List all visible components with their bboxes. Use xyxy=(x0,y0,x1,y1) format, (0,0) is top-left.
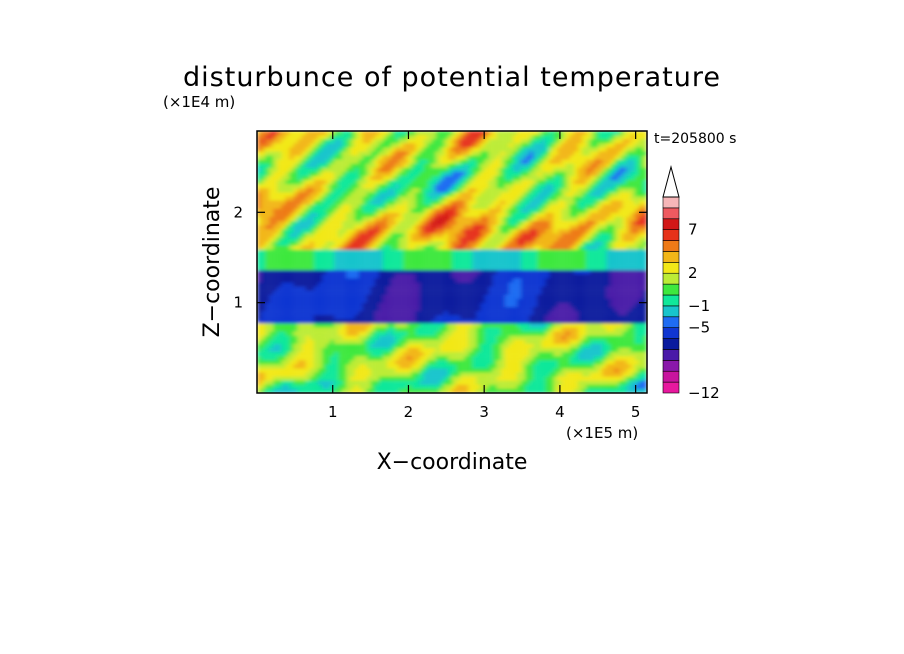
colorbar-label: −12 xyxy=(688,384,720,402)
chart-title: disturbunce of potential temperature xyxy=(183,62,721,93)
colorbar: −12−5−127 xyxy=(662,165,720,402)
colorbar-swatch xyxy=(662,283,680,296)
colorbar-label: 2 xyxy=(688,264,698,282)
x-tick-label: 2 xyxy=(404,403,414,421)
x-tick-label: 1 xyxy=(328,403,338,421)
y-tick-label: 2 xyxy=(233,203,243,221)
colorbar-swatch xyxy=(662,360,680,372)
colorbar-swatch xyxy=(662,316,680,328)
colorbar-swatch xyxy=(662,305,680,318)
colorbar-swatch xyxy=(662,370,680,383)
colorbar-label: 7 xyxy=(688,221,698,239)
colorbar-swatch xyxy=(662,218,680,230)
contour-field xyxy=(257,131,647,393)
x-tick-label: 4 xyxy=(555,403,565,421)
y-axis-unit: (×1E4 m) xyxy=(163,93,235,111)
x-axis-label: X−coordinate xyxy=(377,450,528,475)
colorbar-swatch xyxy=(662,349,680,361)
colorbar-swatch xyxy=(662,240,680,252)
y-axis-label: Z−coordinate xyxy=(200,187,225,338)
y-tick-label: 1 xyxy=(233,294,243,312)
x-axis-unit: (×1E5 m) xyxy=(566,424,638,442)
plot-area xyxy=(256,130,648,394)
colorbar-swatch xyxy=(662,338,680,350)
colorbar-swatch xyxy=(662,229,680,241)
x-tick-label: 5 xyxy=(631,403,641,421)
y-axis: 12 xyxy=(233,203,647,312)
colorbar-swatch xyxy=(662,294,680,307)
colorbar-label: −5 xyxy=(688,319,710,337)
colorbar-label: −1 xyxy=(688,297,710,315)
colorbar-extend-arrow xyxy=(662,165,680,198)
colorbar-swatch xyxy=(662,207,680,220)
colorbar-swatch xyxy=(662,251,680,263)
colorbar-swatch xyxy=(662,262,680,274)
time-label: t=205800 s xyxy=(654,131,736,147)
x-axis: 1 2 3 4 5 xyxy=(328,131,640,421)
colorbar-swatch xyxy=(662,272,680,285)
field-cells xyxy=(257,131,647,393)
plot-frame xyxy=(256,130,648,394)
x-tick-label: 3 xyxy=(479,403,489,421)
colorbar-swatch xyxy=(662,196,680,209)
colorbar-swatch xyxy=(662,381,680,394)
colorbar-swatch xyxy=(662,327,680,339)
